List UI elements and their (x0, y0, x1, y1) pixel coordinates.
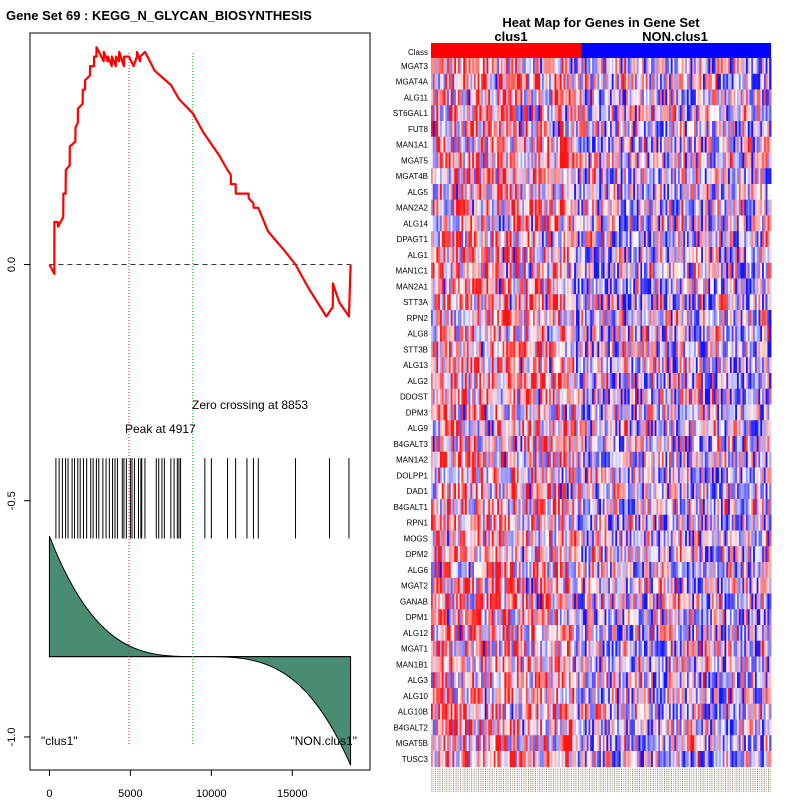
x-tick-label: 15000 (277, 788, 308, 800)
class-bar-clus1 (431, 43, 581, 58)
heatmap-cell (769, 58, 771, 74)
heatmap-rows (431, 58, 771, 767)
peak-annotation: Peak at 4917 (125, 422, 196, 436)
heatmap-cell (769, 74, 771, 90)
heatmap-row (431, 279, 771, 295)
heatmap-cell (769, 231, 771, 247)
heatmap-cell (769, 216, 771, 232)
heatmap-cell (769, 294, 771, 310)
heatmap-row (431, 263, 771, 279)
heatmap-row (431, 310, 771, 326)
enrichment-plot-title: Gene Set 69 : KEGG_N_GLYCAN_BIOSYNTHESIS (6, 8, 312, 23)
group2-label: NON.clus1 (642, 29, 708, 44)
heatmap-cell (769, 153, 771, 169)
x-tick-label: 0 (46, 788, 52, 800)
heatmap-cell (769, 279, 771, 295)
heatmap-row (431, 216, 771, 232)
heatmap-cell (769, 263, 771, 279)
heatmap-row (431, 58, 771, 74)
heatmap-row (431, 452, 771, 468)
enrichment-plot: Gene Set 69 : KEGG_N_GLYCAN_BIOSYNTHESIS… (6, 8, 370, 800)
es-curve (49, 47, 350, 316)
heatmap-row (431, 436, 771, 452)
heatmap-row (431, 105, 771, 121)
heatmap-cell (769, 389, 771, 405)
right-class-label: "NON.clus1" (290, 734, 357, 748)
heatmap-cell (769, 326, 771, 342)
heatmap-row (431, 90, 771, 106)
heatmap-row (431, 184, 771, 200)
y-tick-label: 0.0 (6, 257, 18, 272)
heatmap-cell (769, 200, 771, 216)
heatmap-row (431, 121, 771, 137)
ranked-metric-area (49, 536, 350, 765)
heatmap-cell (769, 105, 771, 121)
heatmap-cell (769, 342, 771, 358)
left-class-label: "clus1" (41, 734, 78, 748)
group1-label: clus1 (494, 29, 527, 44)
heatmap-row (431, 294, 771, 310)
heatmap-cell (769, 420, 771, 436)
heatmap-cell (769, 357, 771, 373)
y-tick-label: -0.5 (6, 491, 18, 510)
x-tick-label: 5000 (118, 788, 142, 800)
es-curve-group (49, 47, 350, 316)
heatmap-row (431, 373, 771, 389)
heatmap-cell (769, 184, 771, 200)
heatmap-row (431, 342, 771, 358)
heatmap-row (431, 405, 771, 421)
heatmap-row (431, 326, 771, 342)
heatmap-row (431, 357, 771, 373)
heatmap-cell (769, 405, 771, 421)
heatmap-row (431, 200, 771, 216)
heatmap-cell (769, 168, 771, 184)
heatmap-row (431, 420, 771, 436)
heatmap-cell (769, 121, 771, 137)
ranked-metric-fill (49, 536, 350, 765)
heatmap-cell (769, 436, 771, 452)
heatmap-row (431, 168, 771, 184)
heatmap-row (431, 247, 771, 263)
x-tick-label: 10000 (196, 788, 227, 800)
heatmap-cell (769, 310, 771, 326)
heatmap-panel: Heat Map for Genes in Gene Set clus1 NON… (393, 15, 772, 792)
hit-bars (56, 458, 349, 538)
axes: 0 5000 10000 15000 0.0 -0.5 -1.0 (6, 257, 308, 800)
class-bar-non-clus1 (581, 43, 771, 58)
heatmap-row (431, 137, 771, 153)
heatmap-cell (769, 137, 771, 153)
heatmap-title: Heat Map for Genes in Gene Set (502, 15, 700, 30)
zero-crossing-annotation: Zero crossing at 8853 (192, 398, 308, 412)
heatmap-cell (769, 247, 771, 263)
heatmap-row (431, 74, 771, 90)
heatmap-row (431, 153, 771, 169)
heatmap-row (431, 389, 771, 405)
heatmap-row (431, 231, 771, 247)
heatmap-cell (769, 90, 771, 106)
heatmap-cell (769, 373, 771, 389)
class-row-label: Class (408, 48, 428, 57)
y-tick-label: -1.0 (6, 727, 18, 746)
